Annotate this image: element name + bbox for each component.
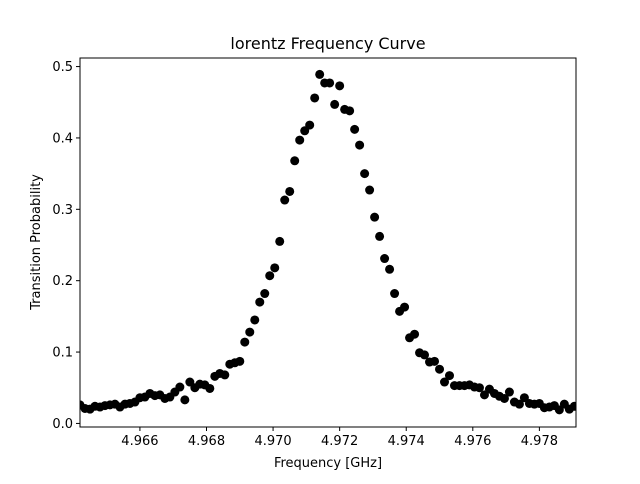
data-point bbox=[270, 263, 280, 273]
x-tick-label: 4.972 bbox=[321, 434, 358, 449]
x-tick-label: 4.966 bbox=[121, 434, 158, 449]
data-point bbox=[305, 120, 315, 130]
data-point bbox=[380, 254, 390, 264]
data-point bbox=[370, 212, 380, 222]
x-axis-label: Frequency [GHz] bbox=[274, 456, 382, 471]
data-point bbox=[290, 156, 300, 166]
data-point bbox=[260, 289, 270, 299]
x-tick-label: 4.974 bbox=[388, 434, 425, 449]
data-point bbox=[235, 356, 245, 366]
data-point bbox=[220, 370, 230, 380]
data-point bbox=[445, 371, 454, 381]
data-point bbox=[385, 264, 395, 274]
data-point bbox=[504, 387, 514, 397]
data-point bbox=[435, 364, 445, 374]
data-point bbox=[335, 81, 345, 91]
data-point bbox=[330, 99, 340, 109]
data-point bbox=[430, 356, 440, 366]
data-point bbox=[255, 297, 265, 307]
data-point bbox=[350, 124, 360, 134]
data-point bbox=[250, 315, 260, 325]
x-tick-label: 4.978 bbox=[521, 434, 558, 449]
x-tick-label: 4.970 bbox=[254, 434, 291, 449]
data-point bbox=[375, 231, 385, 241]
data-point bbox=[245, 327, 255, 337]
y-tick-label: 0.2 bbox=[52, 274, 73, 289]
data-point bbox=[410, 329, 420, 339]
data-point bbox=[420, 350, 430, 360]
data-point bbox=[275, 236, 285, 246]
data-point bbox=[514, 399, 524, 409]
data-point bbox=[499, 393, 509, 403]
data-point bbox=[569, 401, 576, 411]
data-point bbox=[310, 93, 320, 103]
x-tick-label: 4.976 bbox=[454, 434, 491, 449]
y-axis-label: Transition Probability bbox=[29, 174, 44, 311]
data-point bbox=[240, 337, 250, 347]
chart-title: lorentz Frequency Curve bbox=[230, 34, 425, 53]
data-point bbox=[315, 69, 325, 79]
data-point bbox=[280, 195, 290, 205]
data-point bbox=[474, 383, 484, 393]
data-point bbox=[365, 185, 375, 195]
data-point bbox=[325, 78, 335, 88]
data-point bbox=[285, 186, 295, 196]
x-tick-label: 4.968 bbox=[188, 434, 225, 449]
data-point bbox=[360, 169, 370, 179]
y-tick-label: 0.3 bbox=[52, 203, 73, 218]
data-point bbox=[295, 135, 305, 145]
data-point bbox=[175, 382, 185, 392]
data-point bbox=[345, 106, 355, 116]
x-axis-ticks: 4.966 4.968 4.970 4.972 4.974 4.976 4.978 bbox=[121, 427, 558, 449]
data-point bbox=[265, 271, 275, 281]
y-tick-label: 0.1 bbox=[52, 346, 73, 361]
data-point bbox=[440, 377, 450, 387]
data-point bbox=[400, 302, 410, 312]
y-tick-label: 0.5 bbox=[52, 60, 73, 75]
data-point bbox=[390, 289, 400, 299]
data-points bbox=[80, 69, 576, 415]
y-tick-label: 0.4 bbox=[52, 131, 73, 146]
data-point bbox=[205, 383, 215, 393]
plot-area-frame bbox=[79, 57, 577, 428]
y-axis-ticks: 0.0 0.1 0.2 0.3 0.4 0.5 bbox=[52, 60, 80, 432]
data-point bbox=[180, 395, 190, 405]
data-point bbox=[355, 140, 365, 150]
y-tick-label: 0.0 bbox=[52, 417, 73, 432]
